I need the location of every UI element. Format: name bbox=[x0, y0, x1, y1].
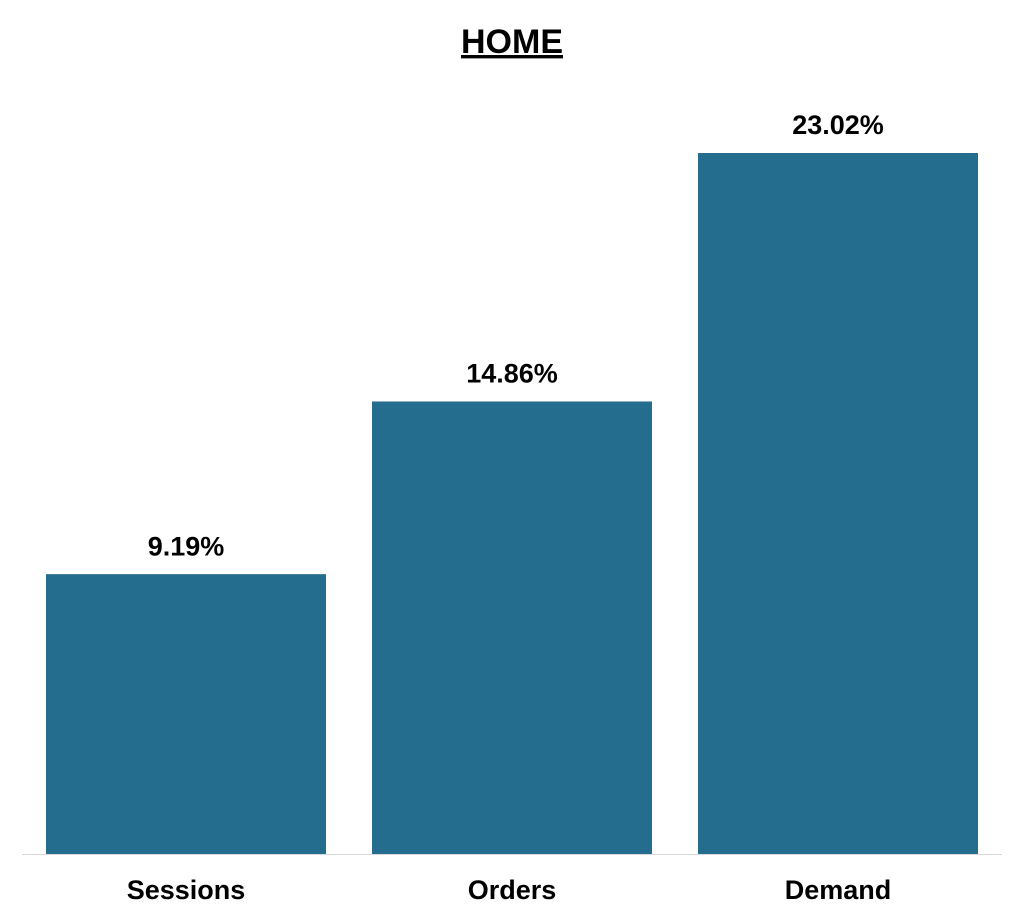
x-tick-label: Orders bbox=[468, 875, 557, 905]
value-label: 9.19% bbox=[148, 531, 225, 561]
bar bbox=[372, 401, 652, 854]
value-label: 14.86% bbox=[466, 359, 558, 389]
chart-title: HOME bbox=[461, 23, 563, 61]
x-tick-label: Demand bbox=[785, 875, 892, 905]
value-label: 23.02% bbox=[792, 110, 884, 140]
bar bbox=[46, 574, 326, 854]
bar bbox=[698, 153, 978, 854]
x-tick-label: Sessions bbox=[127, 875, 246, 905]
